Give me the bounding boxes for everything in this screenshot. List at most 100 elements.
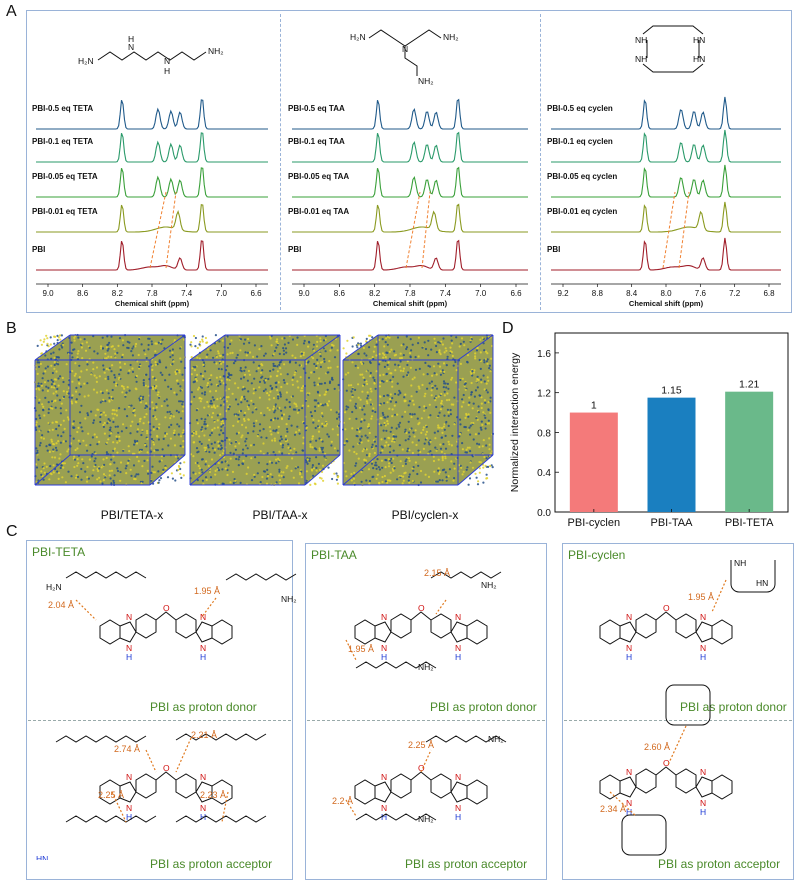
cube-particle	[93, 433, 96, 436]
cube-particle	[385, 379, 389, 383]
hbond-line	[711, 579, 727, 613]
cube-particle	[156, 393, 159, 396]
cube-particle	[380, 424, 383, 427]
cube-particle	[122, 423, 125, 426]
cube-particle	[318, 352, 322, 355]
cube-particle	[377, 466, 380, 469]
cube-particle	[298, 432, 301, 435]
cube-particle	[425, 425, 428, 428]
cube-particle	[127, 405, 131, 408]
cube-particle	[57, 336, 60, 339]
ether-bond	[655, 766, 677, 776]
cube-particle	[239, 366, 242, 370]
cube-particle	[58, 457, 61, 460]
cube-particle	[380, 417, 383, 420]
cube-particle	[59, 334, 62, 337]
cube-particle	[383, 416, 386, 419]
cube-particle	[478, 394, 481, 397]
cube-particle	[445, 476, 448, 479]
cube-particle	[326, 404, 330, 407]
cube-particle	[455, 369, 458, 372]
cube-particle	[53, 361, 56, 364]
cube-particle	[182, 445, 185, 448]
cube-particle	[52, 464, 55, 467]
cube-particle	[486, 376, 489, 379]
panel-c-taa-frame	[305, 543, 547, 880]
cube-particle	[56, 339, 59, 342]
cube-particle	[55, 442, 58, 445]
cube-particle	[317, 383, 320, 386]
cube-particle	[443, 414, 446, 417]
cube-particle	[51, 428, 54, 431]
cube-particle	[132, 410, 135, 413]
cube-particle	[44, 354, 47, 357]
cube-particle	[315, 365, 318, 368]
cube-particle	[443, 351, 446, 354]
imidazole-n: N	[700, 612, 706, 622]
cube-particle	[35, 387, 38, 391]
cube-particle	[259, 450, 262, 453]
spectrum-line-0	[292, 98, 528, 130]
cube-particle	[387, 361, 390, 364]
cube-particle	[324, 334, 327, 338]
imidazole-n: N	[381, 612, 387, 622]
cube-particle	[423, 395, 426, 398]
cube-particle	[402, 354, 405, 357]
cube-particle	[240, 436, 243, 439]
cube-particle	[347, 371, 350, 374]
imidazole-n: N	[200, 772, 206, 782]
cube-particle	[112, 441, 115, 444]
cube-particle	[242, 376, 245, 379]
cube-particle	[217, 444, 220, 447]
cube-particle	[232, 424, 235, 427]
cube-particle	[60, 402, 63, 405]
cube-particle	[371, 409, 374, 412]
cube-particle	[281, 446, 284, 449]
cube-particle	[265, 436, 268, 439]
cube-particle	[286, 382, 289, 385]
cube-particle	[443, 382, 446, 385]
cube-particle	[48, 478, 51, 481]
cube-particle	[315, 439, 318, 442]
cube-particle	[61, 346, 64, 349]
cube-particle	[381, 411, 384, 415]
cube-particle	[278, 352, 281, 355]
cube-particle	[280, 474, 283, 477]
panel-a-divider-2	[540, 14, 541, 310]
md-cube-0	[33, 333, 186, 486]
cube-particle	[425, 430, 428, 433]
cube-particle	[272, 362, 275, 365]
cube-particle	[254, 389, 257, 392]
spectrum-label-0: PBI-0.5 eq TAA	[288, 104, 345, 113]
cube-particle	[422, 428, 425, 431]
cube-particle	[106, 422, 109, 425]
cube-particle	[381, 480, 384, 484]
cube-particle	[376, 458, 379, 461]
ether-bond	[410, 611, 432, 621]
cube-particle	[415, 443, 418, 447]
imidazole-n2: N	[200, 803, 206, 813]
cube-particle	[37, 387, 40, 390]
cube-label-cyclen: PBI/cyclen-x	[391, 508, 459, 522]
cube-particle	[277, 397, 280, 400]
cube-particle	[285, 423, 288, 426]
cube-particle	[370, 417, 373, 420]
cube-particle	[51, 407, 54, 410]
cube-particle	[153, 385, 156, 388]
cube-particle	[114, 425, 117, 428]
cube-particle	[365, 479, 368, 482]
cube-particle	[345, 389, 348, 392]
cube-particle	[127, 445, 130, 448]
cube-particle	[202, 363, 205, 366]
cube-particle	[336, 365, 339, 368]
cube-particle	[37, 458, 40, 461]
cube-particle	[76, 430, 79, 434]
cube-particle	[461, 448, 464, 451]
cube-particle	[118, 373, 121, 376]
cube-particle	[354, 464, 357, 467]
cube-particle	[266, 474, 270, 478]
cube-particle	[158, 423, 161, 426]
cube-particle	[145, 402, 148, 405]
cube-particle	[393, 350, 396, 353]
